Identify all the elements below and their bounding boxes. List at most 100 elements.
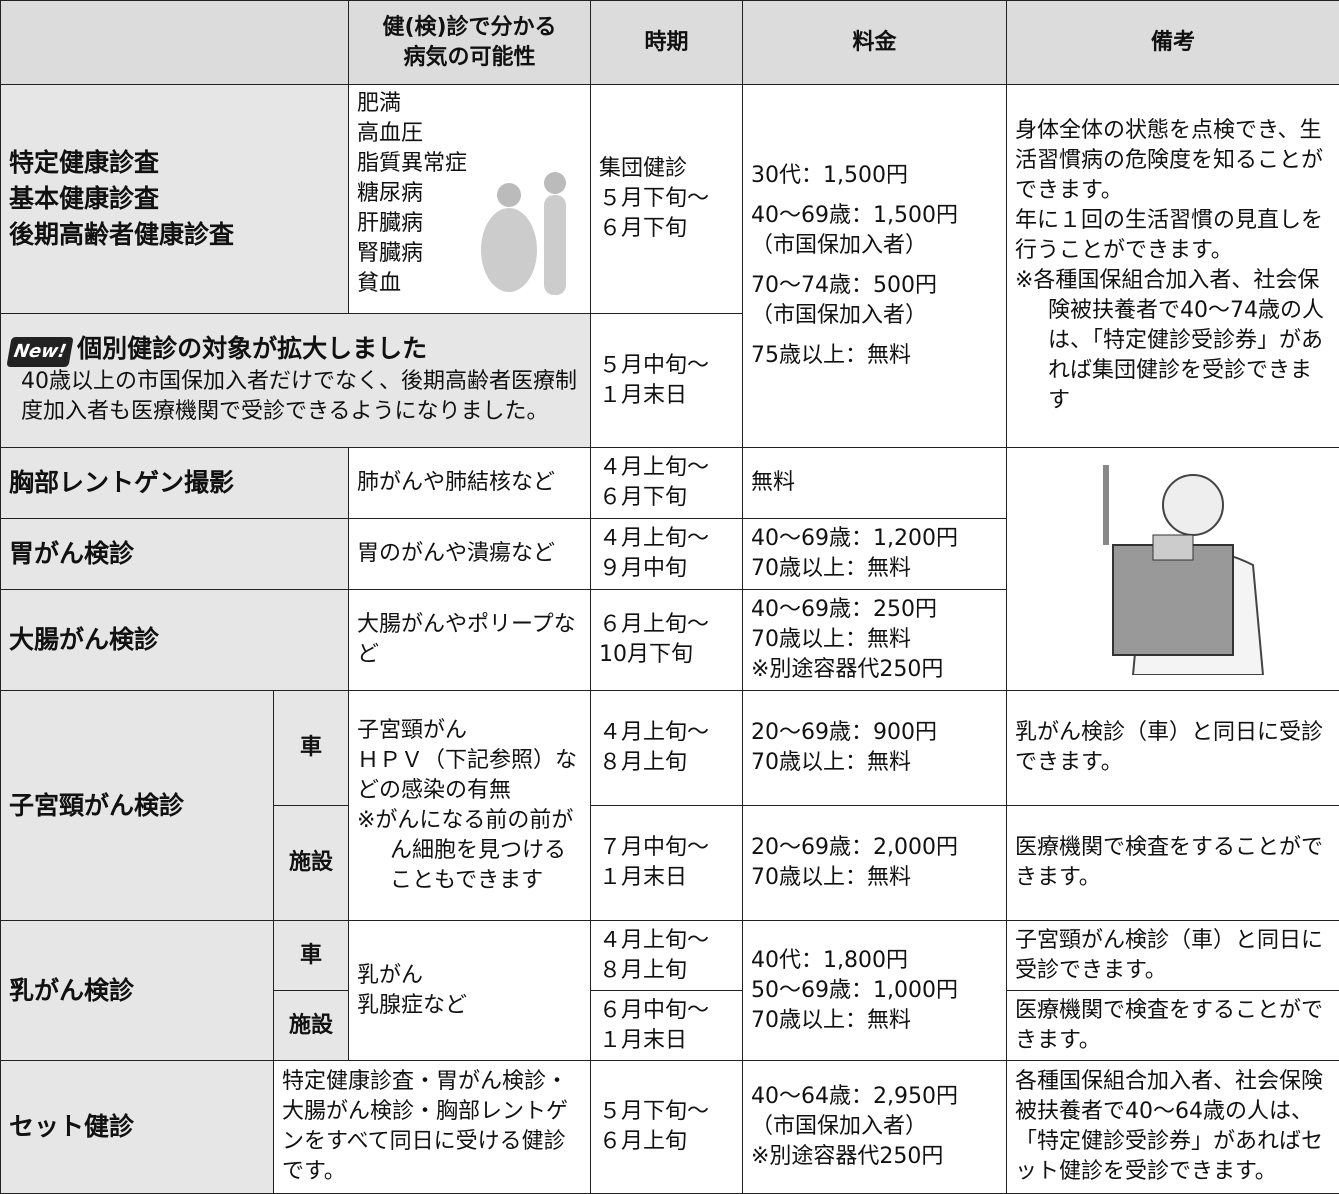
text-line: 70歳以上：無料 <box>751 748 998 778</box>
text-line: ※がんになる前の前がん細胞を見つけることもできます <box>357 806 582 896</box>
text-line: 基本健康診査 <box>9 181 340 217</box>
note: 乳がん検診（車）と同日に受診できます。 <box>1007 691 1339 806</box>
text-line: 75歳以上：無料 <box>751 341 998 371</box>
period: ６月中旬〜１月末日 <box>591 991 743 1061</box>
text-line: 50〜69歳：1,000円 <box>751 976 998 1006</box>
period: ４月上旬〜８月上旬 <box>591 691 743 806</box>
fee: 40〜64歳：2,950円（市国保加入者）※別途容器代250円 <box>743 1061 1007 1194</box>
text-line: ※別途容器代250円 <box>751 655 998 685</box>
text-line: ５月下旬〜 <box>599 1097 734 1127</box>
text-line: 身体全体の状態を点検でき、生活習慣病の危険度を知ることができます。 <box>1015 116 1331 206</box>
text-line: 後期高齢者健康診査 <box>9 217 340 253</box>
exam-name: 胸部レントゲン撮影 <box>1 448 349 519</box>
text-line: （市国保加入者） <box>751 1112 998 1142</box>
text-line: ５月下旬〜 <box>599 184 734 214</box>
new-text: 40歳以上の市国保加入者だけでなく、後期高齢者医療制度加入者も医療機関で受診でき… <box>9 367 582 427</box>
exam-name: 胃がん検診 <box>1 519 349 590</box>
description: 特定健康診査・胃がん検診・大腸がん検診・胸部レントゲンをすべて同日に受ける健診で… <box>274 1061 591 1194</box>
text-line: １月末日 <box>599 863 734 893</box>
fee-group: 75歳以上：無料 <box>751 341 998 371</box>
text-line: ８月上旬 <box>599 956 734 986</box>
text-line: 子宮頸がん <box>357 716 582 746</box>
text-line: 乳がん <box>357 961 582 991</box>
note: 各種国保組合加入者、社会保険被扶養者で40〜64歳の人は、「特定健診受診券」があ… <box>1007 1061 1339 1194</box>
text-line: 70〜74歳：500円 <box>751 271 998 301</box>
period: ６月上旬〜10月下旬 <box>591 590 743 691</box>
text-line: 20〜69歳：2,000円 <box>751 833 998 863</box>
exam-type: 施設 <box>274 991 349 1061</box>
text-line: 40〜69歳：250円 <box>751 595 998 625</box>
new-badge: New! <box>6 337 73 367</box>
text-line: 40〜69歳：1,500円 <box>751 201 998 231</box>
note: 子宮頸がん検診（車）と同日に受診できます。 <box>1007 921 1339 991</box>
period: ４月上旬〜６月下旬 <box>591 448 743 519</box>
diseases: 肥満高血圧脂質異常症糖尿病肝臓病腎臓病貧血 <box>349 85 591 314</box>
text-line: 30代：1,500円 <box>751 161 998 191</box>
period: ４月上旬〜８月上旬 <box>591 921 743 991</box>
text-line: 10月下旬 <box>599 640 734 670</box>
header-fee: 料金 <box>743 1 1007 85</box>
text-line: 健(検)診で分かる <box>357 13 582 43</box>
text-line: ４月上旬〜 <box>599 718 734 748</box>
text-line: ４月上旬〜 <box>599 926 734 956</box>
period: ７月中旬〜１月末日 <box>591 806 743 921</box>
text-line: 40〜69歳：1,200円 <box>751 524 998 554</box>
new-notice: New!個別健診の対象が拡大しました 40歳以上の市国保加入者だけでなく、後期高… <box>1 314 591 448</box>
new-title: 個別健診の対象が拡大しました <box>77 334 427 363</box>
exam-name: 特定健康診査基本健康診査後期高齢者健康診査 <box>1 85 349 314</box>
text-line: １月末日 <box>599 1026 734 1056</box>
text-line: 乳腺症など <box>357 991 582 1021</box>
header-disease: 健(検)診で分かる病気の可能性 <box>349 1 591 85</box>
fee-group: 70〜74歳：500円（市国保加入者） <box>751 271 998 331</box>
diseases: 胃のがんや潰瘍など <box>349 519 591 590</box>
text-line: ６月中旬〜 <box>599 996 734 1026</box>
text-line: ４月上旬〜 <box>599 524 734 554</box>
exam-type: 車 <box>274 691 349 806</box>
fee: 無料 <box>743 448 1007 519</box>
text-line: ６月上旬 <box>599 1127 734 1157</box>
text-line: ＨＰＶ（下記参照）などの感染の有無 <box>357 746 582 806</box>
note: 医療機関で検査をすることができます。 <box>1007 806 1339 921</box>
text-line: ６月下旬 <box>599 214 734 244</box>
exam-name: 乳がん検診 <box>1 921 274 1061</box>
diseases: 大腸がんやポリープなど <box>349 590 591 691</box>
text-line: （市国保加入者） <box>751 231 998 261</box>
period: ５月下旬〜６月上旬 <box>591 1061 743 1194</box>
text-line: 40代：1,800円 <box>751 946 998 976</box>
exam-name: 大腸がん検診 <box>1 590 349 691</box>
text-line: １月末日 <box>599 381 734 411</box>
text-line: 70歳以上：無料 <box>751 863 998 893</box>
exam-type: 車 <box>274 921 349 991</box>
text-line: 20〜69歳：900円 <box>751 718 998 748</box>
text-line: 病気の可能性 <box>357 43 582 73</box>
period: ４月上旬〜９月中旬 <box>591 519 743 590</box>
illustration <box>1073 455 1273 675</box>
fee-group: 30代：1,500円 <box>751 161 998 191</box>
text-line: ※各種国保組合加入者、社会保険被扶養者で40〜74歳の人は、「特定健診受診券」が… <box>1015 266 1331 416</box>
text-line: 集団健診 <box>599 154 734 184</box>
text-line: 年に１回の生活習慣の見直しを行うことができます。 <box>1015 206 1331 266</box>
text-line: 特定健康診査 <box>9 145 340 181</box>
text-line: （市国保加入者） <box>751 301 998 331</box>
diseases: 肺がんや肺結核など <box>349 448 591 519</box>
exam-type: 施設 <box>274 806 349 921</box>
header-note: 備考 <box>1007 1 1339 85</box>
text-line: 無料 <box>751 468 998 498</box>
diseases: 乳がん乳腺症など <box>349 921 591 1061</box>
text-line: 肥満 <box>357 89 582 119</box>
text-line: ４月上旬〜 <box>599 453 734 483</box>
illustration <box>474 165 584 305</box>
text-line: ５月中旬〜 <box>599 351 734 381</box>
exam-name: 子宮頸がん検診 <box>1 691 274 921</box>
text-line: 70歳以上：無料 <box>751 625 998 655</box>
text-line: ８月上旬 <box>599 748 734 778</box>
